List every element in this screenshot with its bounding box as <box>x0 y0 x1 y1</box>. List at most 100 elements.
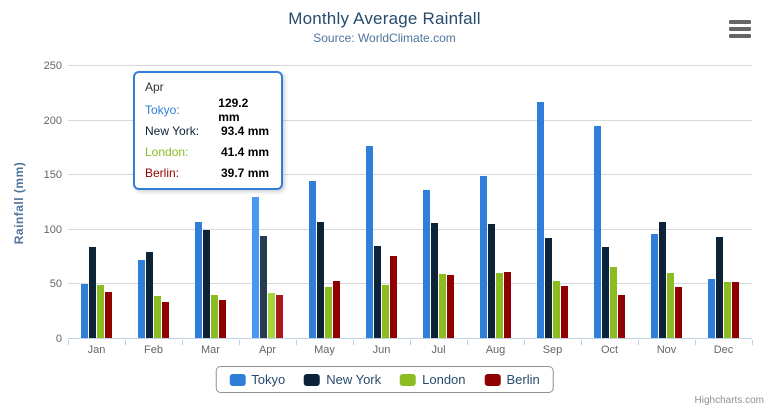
yaxis-label-100: 100 <box>43 223 62 236</box>
tooltip-series-name: Tokyo: <box>145 102 180 117</box>
column-berlin-sep[interactable] <box>561 286 568 338</box>
column-london-sep[interactable] <box>553 281 560 338</box>
category-jul <box>410 66 467 338</box>
category-dec <box>695 66 752 338</box>
column-london-jun[interactable] <box>382 285 389 338</box>
column-berlin-jan[interactable] <box>105 292 112 338</box>
tooltip-row-london: London: 41.4 mm <box>145 141 271 162</box>
xaxis-label-oct: Oct <box>600 344 619 356</box>
column-london-nov[interactable] <box>667 273 674 338</box>
legend-item-london[interactable]: London <box>400 372 466 387</box>
legend-label: Berlin <box>506 372 540 387</box>
column-new-york-jun[interactable] <box>374 246 381 338</box>
column-berlin-dec[interactable] <box>732 282 739 338</box>
legend-swatch-new-york <box>304 373 321 386</box>
hamburger-menu-icon <box>729 20 751 38</box>
column-tokyo-may[interactable] <box>309 181 316 338</box>
xaxis-tick <box>524 340 525 345</box>
tooltip-rows: Tokyo: 129.2 mm New York: 93.4 mm London: 41.… <box>145 96 271 183</box>
xaxis-label-jul: Jul <box>431 344 446 356</box>
tooltip-row-berlin: Berlin: 39.7 mm <box>145 162 271 183</box>
column-berlin-nov[interactable] <box>675 287 682 338</box>
xaxis-tick <box>581 340 582 345</box>
xaxis-labels: Jan Feb Mar Apr May Jun Jul Aug Sep Oct Nov Dec <box>68 344 752 356</box>
category-jun <box>353 66 410 338</box>
tooltip-header: Apr <box>145 80 164 94</box>
column-new-york-dec[interactable] <box>716 237 723 338</box>
column-london-feb[interactable] <box>154 296 161 338</box>
legend-item-new-york[interactable]: New York <box>304 372 381 387</box>
plot-area <box>68 65 752 339</box>
xaxis-label-feb: Feb <box>144 344 163 356</box>
gridline-200 <box>68 119 752 121</box>
column-tokyo-oct[interactable] <box>594 126 601 338</box>
column-new-york-nov[interactable] <box>659 222 666 338</box>
bars-row <box>68 66 752 338</box>
legend-item-tokyo[interactable]: Tokyo <box>229 372 285 387</box>
category-jan <box>68 66 125 338</box>
xaxis-tick <box>125 340 126 345</box>
xaxis-tick <box>353 340 354 345</box>
column-london-aug[interactable] <box>496 273 503 338</box>
xaxis-tick <box>239 340 240 345</box>
column-new-york-feb[interactable] <box>146 252 153 338</box>
category-oct <box>581 66 638 338</box>
column-berlin-feb[interactable] <box>162 302 169 338</box>
column-new-york-jan[interactable] <box>89 247 96 338</box>
column-london-jul[interactable] <box>439 274 446 338</box>
column-berlin-jul[interactable] <box>447 275 454 338</box>
tooltip-series-value: 39.7 mm <box>221 165 270 180</box>
xaxis-label-nov: Nov <box>656 344 677 356</box>
column-tokyo-dec[interactable] <box>708 279 715 338</box>
column-tokyo-jul[interactable] <box>423 190 430 338</box>
chart-subtitle: Source: WorldClimate.com <box>313 31 456 45</box>
column-tokyo-apr[interactable] <box>252 197 259 338</box>
legend-label: London <box>422 372 466 387</box>
credits-link[interactable]: Highcharts.com <box>694 395 764 406</box>
tooltip-row-tokyo: Tokyo: 129.2 mm <box>145 96 271 124</box>
xaxis-label-sep: Sep <box>542 344 563 356</box>
column-berlin-may[interactable] <box>333 281 340 338</box>
export-menu-button[interactable] <box>729 20 751 38</box>
xaxis-label-apr: Apr <box>258 344 277 356</box>
column-tokyo-mar[interactable] <box>195 222 202 338</box>
xaxis-tick <box>296 340 297 345</box>
category-mar <box>182 66 239 338</box>
column-london-apr[interactable] <box>268 293 275 338</box>
legend: Tokyo New York London Berlin <box>215 366 554 393</box>
category-feb <box>125 66 182 338</box>
column-tokyo-sep[interactable] <box>537 102 544 338</box>
column-london-oct[interactable] <box>610 267 617 338</box>
column-new-york-may[interactable] <box>317 222 324 338</box>
column-new-york-mar[interactable] <box>203 230 210 338</box>
column-tokyo-jan[interactable] <box>81 284 88 338</box>
gridline-50 <box>68 283 752 285</box>
column-berlin-mar[interactable] <box>219 300 226 338</box>
column-new-york-oct[interactable] <box>602 247 609 338</box>
column-tokyo-aug[interactable] <box>480 176 487 338</box>
column-berlin-oct[interactable] <box>618 295 625 338</box>
xaxis-tick <box>638 340 639 345</box>
column-tokyo-nov[interactable] <box>651 234 658 338</box>
category-sep <box>524 66 581 338</box>
column-london-may[interactable] <box>325 287 332 338</box>
column-london-jan[interactable] <box>97 285 104 338</box>
xaxis-label-dec: Dec <box>713 344 734 356</box>
xaxis-label-jun: Jun <box>372 344 391 356</box>
column-tokyo-jun[interactable] <box>366 146 373 338</box>
column-london-mar[interactable] <box>211 295 218 338</box>
column-tokyo-feb[interactable] <box>138 260 145 338</box>
column-new-york-aug[interactable] <box>488 224 495 338</box>
tooltip-series-name: Berlin: <box>145 165 180 180</box>
column-new-york-jul[interactable] <box>431 223 438 338</box>
column-berlin-jun[interactable] <box>390 256 397 338</box>
column-new-york-sep[interactable] <box>545 238 552 338</box>
category-may <box>296 66 353 338</box>
column-berlin-aug[interactable] <box>504 272 511 338</box>
column-new-york-apr[interactable] <box>260 236 267 338</box>
column-london-dec[interactable] <box>724 282 731 338</box>
legend-item-berlin[interactable]: Berlin <box>484 372 540 387</box>
column-berlin-apr[interactable] <box>276 295 283 338</box>
yaxis-label-0: 0 <box>55 333 62 345</box>
